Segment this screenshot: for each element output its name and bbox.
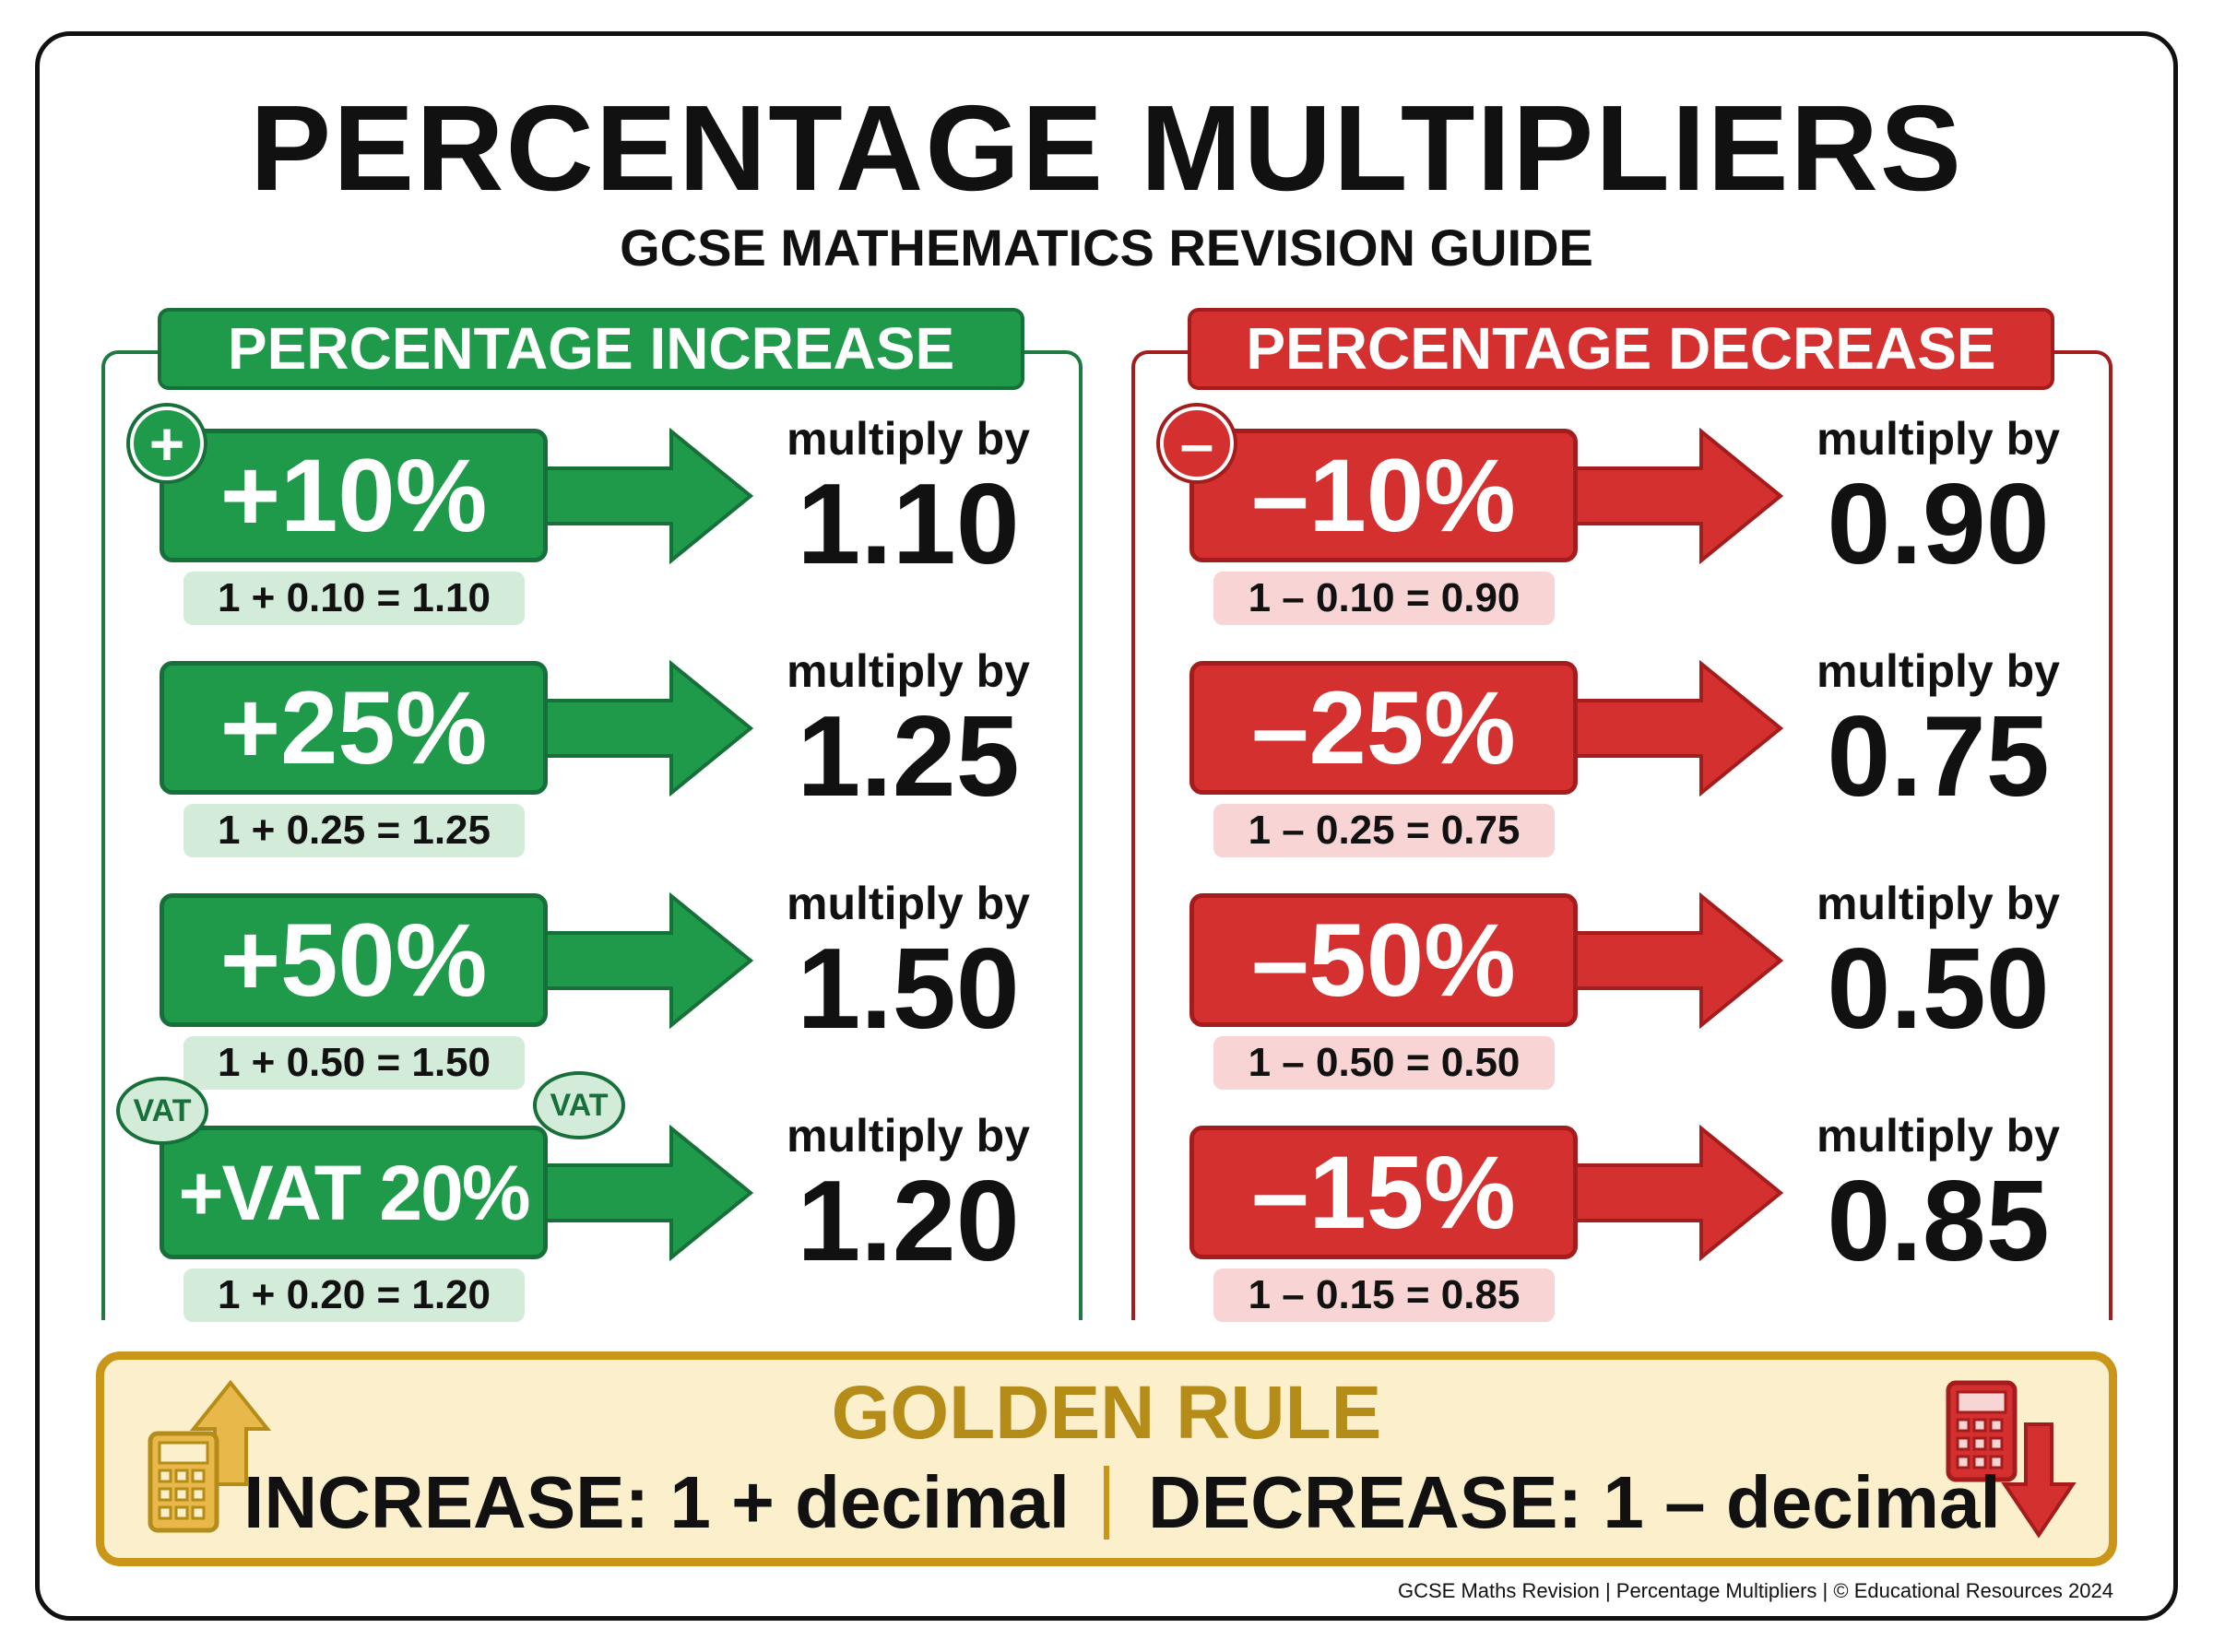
multiply-by-label: multiply by (1817, 413, 2060, 465)
increase-percent-badge: +10% (160, 429, 548, 562)
increase-arrow-icon (542, 1124, 754, 1262)
decrease-percent-badge: –10% (1189, 429, 1578, 562)
page-subtitle: GCSE MATHEMATICS REVISION GUIDE (620, 218, 1593, 277)
golden-rule-title: GOLDEN RULE (831, 1371, 1382, 1455)
increase-arrow-icon (542, 891, 754, 1030)
decrease-arrow-icon (1572, 659, 1784, 797)
vat-bubble-icon: VAT (533, 1071, 625, 1139)
increase-multiplier-value: 1.50 (797, 926, 1020, 1053)
decrease-percent-badge: –50% (1189, 893, 1578, 1027)
increase-header: PERCENTAGE INCREASE (158, 308, 1024, 390)
multiply-by-label: multiply by (787, 413, 1030, 465)
calculator-up-icon (148, 1379, 272, 1533)
increase-multiplier-value: 1.20 (797, 1158, 1020, 1285)
increase-arrow-icon (542, 659, 754, 797)
minus-icon: – (1160, 407, 1234, 480)
decrease-formula: 1 – 0.25 = 0.75 (1213, 804, 1555, 857)
calculator-down-icon (1946, 1380, 2077, 1539)
decrease-multiplier-value: 0.50 (1827, 926, 2050, 1053)
decrease-arrow-icon (1572, 1124, 1784, 1262)
multiply-by-label: multiply by (787, 1110, 1030, 1162)
increase-multiplier-value: 1.10 (797, 461, 1020, 588)
decrease-multiplier-value: 0.85 (1827, 1158, 2050, 1285)
golden-rule-divider (1104, 1466, 1109, 1540)
decrease-formula: 1 – 0.10 = 0.90 (1213, 572, 1555, 625)
increase-percent-badge: +50% (160, 893, 548, 1027)
decrease-multiplier-value: 0.75 (1827, 693, 2050, 820)
decrease-percent-badge: –25% (1189, 661, 1578, 795)
increase-multiplier-value: 1.25 (797, 693, 1020, 820)
increase-formula: 1 + 0.10 = 1.10 (183, 572, 525, 625)
decrease-formula: 1 – 0.15 = 0.85 (1213, 1268, 1555, 1322)
page-title: PERCENTAGE MULTIPLIERS (250, 80, 1963, 216)
plus-icon: + (130, 407, 204, 480)
increase-percent-badge: +VAT 20% (160, 1126, 548, 1259)
decrease-multiplier-value: 0.90 (1827, 461, 2050, 588)
multiply-by-label: multiply by (1817, 1110, 2060, 1162)
decrease-header: PERCENTAGE DECREASE (1188, 308, 2054, 390)
increase-formula: 1 + 0.50 = 1.50 (183, 1036, 525, 1090)
decrease-formula: 1 – 0.50 = 0.50 (1213, 1036, 1555, 1090)
multiply-by-label: multiply by (787, 878, 1030, 929)
increase-formula: 1 + 0.25 = 1.25 (183, 804, 525, 857)
vat-bubble-icon: VAT (116, 1077, 208, 1145)
decrease-arrow-icon (1572, 427, 1784, 565)
poster-frame (35, 31, 2178, 1621)
increase-formula: 1 + 0.20 = 1.20 (183, 1268, 525, 1322)
multiply-by-label: multiply by (787, 645, 1030, 697)
decrease-arrow-icon (1572, 891, 1784, 1030)
golden-rule-increase: INCREASE: 1 + decimal (243, 1461, 1070, 1543)
multiply-by-label: multiply by (1817, 878, 2060, 929)
multiply-by-label: multiply by (1817, 645, 2060, 697)
golden-rule-decrease: DECREASE: 1 – decimal (1148, 1461, 2001, 1543)
increase-arrow-icon (542, 427, 754, 565)
increase-percent-badge: +25% (160, 661, 548, 795)
decrease-percent-badge: –15% (1189, 1126, 1578, 1259)
footer-credit: GCSE Maths Revision | Percentage Multipl… (1397, 1579, 2113, 1602)
